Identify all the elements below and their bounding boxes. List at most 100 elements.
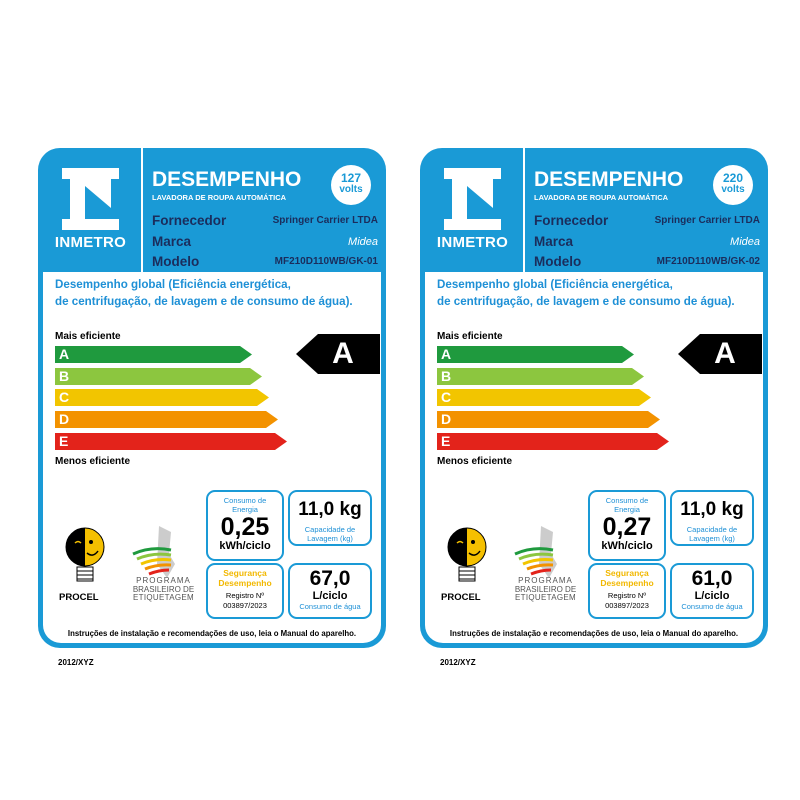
performance-text: Desempenho — [218, 578, 272, 588]
inmetro-logo: INMETRO — [420, 148, 525, 272]
pbe-line: ETIQUETAGEM — [515, 593, 576, 602]
capacity-label: Capacidade de Lavagem (kg) — [686, 525, 738, 543]
energy-unit: kWh/ciclo — [601, 540, 653, 552]
voltage-value: 220 — [722, 171, 744, 185]
inmetro-text: INMETRO — [436, 234, 509, 251]
rating-arrow: A — [296, 334, 380, 374]
pbe-line: ETIQUETAGEM — [133, 593, 194, 602]
capacity-value: 11,0 kg — [680, 499, 744, 520]
energy-value: 0,27 — [602, 513, 652, 541]
water-value: 67,0 — [309, 567, 351, 590]
class-bar-d: D — [55, 411, 278, 428]
field-value: MF210D110WB/GK-02 — [656, 256, 760, 267]
safety-text: Segurança — [223, 568, 267, 578]
registry-label: Registro Nº — [607, 591, 647, 600]
safety-box: Segurança Desempenho Registro Nº 003897/… — [206, 563, 284, 619]
energy-label: INMETRO DESEMPENHO LAVADORA DE ROUPA AUT… — [38, 148, 386, 648]
field-value: Springer Carrier LTDA — [654, 215, 760, 226]
pbe-text: PROGRAMA BRASILEIRO DE ETIQUETAGEM — [126, 576, 201, 603]
less-efficient-label: Menos eficiente — [437, 456, 513, 467]
procel-bulb-icon — [65, 527, 105, 582]
water-label: Consumo de água — [681, 602, 743, 611]
voltage-value: 127 — [340, 171, 362, 185]
voltage-unit: volts — [339, 184, 363, 195]
pbe-line: BRASILEIRO DE — [514, 584, 577, 594]
procel-text: PROCEL — [441, 592, 481, 603]
energy-consumption-box: Consumo de Energia 0,25 kWh/ciclo — [206, 490, 284, 561]
water-consumption-box: 61,0 L/ciclo Consumo de água — [670, 563, 754, 619]
energy-consumption-box: Consumo de Energia 0,27 kWh/ciclo — [588, 490, 666, 561]
safety-box: Segurança Desempenho Registro Nº 003897/… — [588, 563, 666, 619]
performance-text: Desempenho — [600, 578, 654, 588]
water-label: Consumo de água — [299, 602, 361, 611]
energy-label-text: Consumo de Energia — [605, 496, 649, 514]
capacity-box: 11,0 kg Capacidade de Lavagem (kg) — [670, 490, 754, 546]
description-line-2: de centrifugação, de lavagem e de consum… — [55, 295, 353, 308]
field-key: Fornecedor — [534, 213, 609, 228]
registry-label: Registro Nº — [225, 591, 265, 600]
class-bar-a: A — [437, 346, 634, 363]
label-body: Desempenho global (Eficiência energética… — [425, 272, 763, 643]
water-unit: L/ciclo — [312, 590, 348, 602]
registry-number: 003897/2023 — [605, 601, 649, 610]
class-bar-e: E — [437, 433, 669, 450]
field-key: Modelo — [534, 254, 582, 269]
description-line-1: Desempenho global (Eficiência energética… — [55, 278, 291, 291]
footer-instructions: Instruções de instalação e recomendações… — [449, 629, 739, 638]
inmetro-logo: INMETRO — [38, 148, 143, 272]
energy-label-text: Consumo de Energia — [223, 496, 267, 514]
label-code: 2012/XYZ — [440, 658, 476, 667]
label-code: 2012/XYZ — [58, 658, 94, 667]
pbe-logo-icon — [514, 526, 557, 578]
procel-bulb-icon — [447, 527, 487, 582]
capacity-label: Capacidade de Lavagem (kg) — [304, 525, 356, 543]
field-supplier: Fornecedor Springer Carrier LTDA — [152, 212, 378, 230]
field-brand: Marca Midea — [152, 233, 378, 251]
voltage-badge: 127 volts — [331, 165, 371, 205]
water-value: 61,0 — [691, 567, 733, 590]
class-bar-a: A — [55, 346, 252, 363]
voltage-badge: 220 volts — [713, 165, 753, 205]
label-title: DESEMPENHO — [534, 168, 684, 191]
registry-number: 003897/2023 — [223, 601, 267, 610]
brand-logo: Midea — [348, 236, 378, 248]
pbe-line: BRASILEIRO DE — [132, 584, 195, 594]
field-value: Springer Carrier LTDA — [272, 215, 378, 226]
class-bar-e: E — [55, 433, 287, 450]
water-consumption-box: 67,0 L/ciclo Consumo de água — [288, 563, 372, 619]
more-efficient-label: Mais eficiente — [55, 331, 121, 342]
field-supplier: Fornecedor Springer Carrier LTDA — [534, 212, 760, 230]
procel-text: PROCEL — [59, 592, 99, 603]
footer-instructions: Instruções de instalação e recomendações… — [67, 629, 357, 638]
field-value: MF210D110WB/GK-01 — [274, 256, 378, 267]
rating-arrow: A — [678, 334, 762, 374]
label-subtitle: LAVADORA DE ROUPA AUTOMÁTICA — [534, 193, 669, 202]
brand-logo: Midea — [730, 236, 760, 248]
class-bar-d: D — [437, 411, 660, 428]
class-bar-b: B — [55, 368, 262, 385]
description-line-2: de centrifugação, de lavagem e de consum… — [437, 295, 735, 308]
label-title: DESEMPENHO — [152, 168, 302, 191]
energy-label: INMETRO DESEMPENHO LAVADORA DE ROUPA AUT… — [420, 148, 768, 648]
label-subtitle: LAVADORA DE ROUPA AUTOMÁTICA — [152, 193, 287, 202]
capacity-box: 11,0 kg Capacidade de Lavagem (kg) — [288, 490, 372, 546]
inmetro-i-icon — [62, 168, 119, 230]
class-bar-c: C — [437, 389, 651, 406]
pbe-logo-icon — [132, 526, 175, 578]
field-key: Modelo — [152, 254, 200, 269]
field-key: Fornecedor — [152, 213, 227, 228]
safety-text: Segurança — [605, 568, 649, 578]
class-bar-c: C — [55, 389, 269, 406]
less-efficient-label: Menos eficiente — [55, 456, 131, 467]
voltage-unit: volts — [721, 184, 745, 195]
inmetro-text: INMETRO — [54, 234, 127, 251]
energy-unit: kWh/ciclo — [219, 540, 271, 552]
field-model: Modelo MF210D110WB/GK-02 — [534, 253, 760, 271]
field-key: Marca — [152, 234, 192, 249]
more-efficient-label: Mais eficiente — [437, 331, 503, 342]
capacity-value: 11,0 kg — [298, 499, 362, 520]
field-key: Marca — [534, 234, 574, 249]
field-brand: Marca Midea — [534, 233, 760, 251]
pbe-text: PROGRAMA BRASILEIRO DE ETIQUETAGEM — [508, 576, 583, 603]
pbe-line: PROGRAMA — [518, 576, 573, 585]
